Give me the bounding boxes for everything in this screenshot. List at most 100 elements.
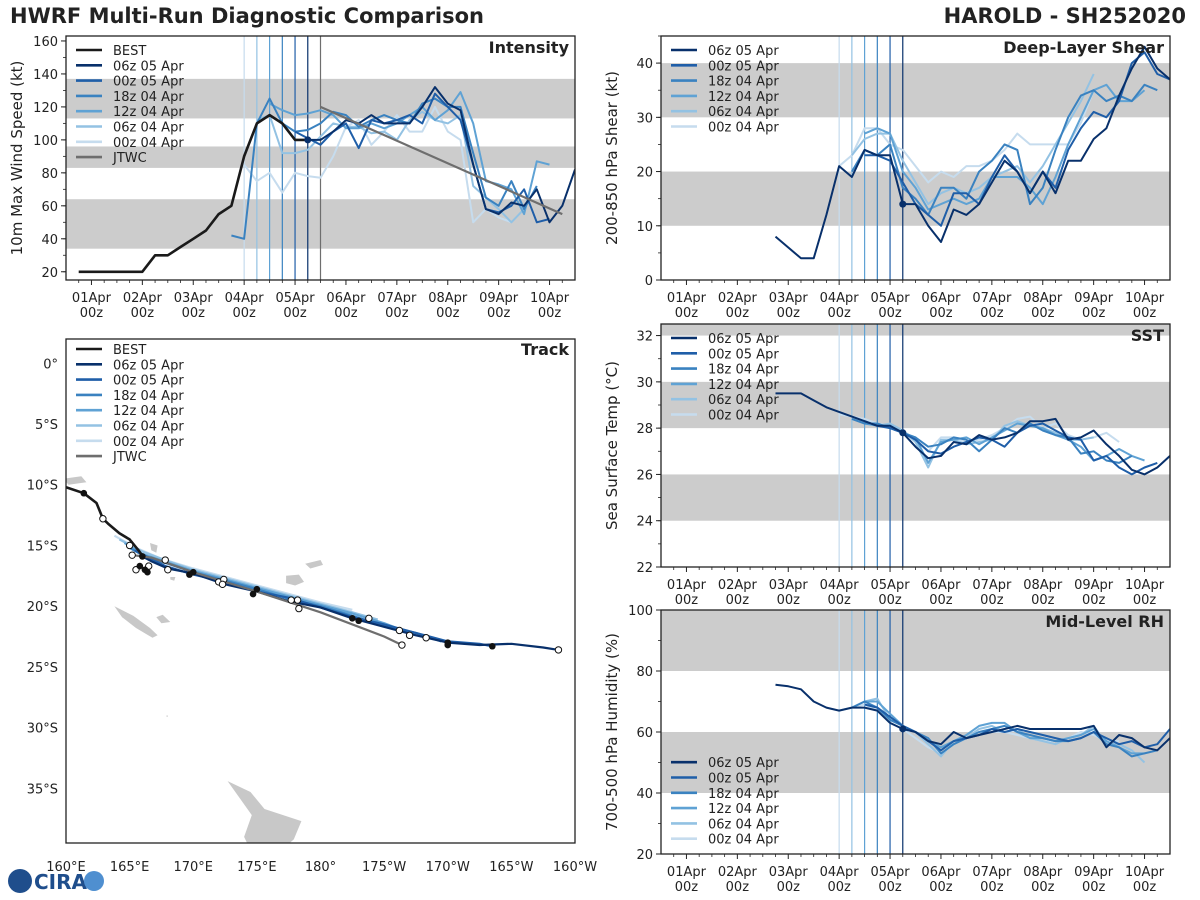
track-marker-open xyxy=(295,604,303,613)
x-tick-label: 07Apr xyxy=(972,291,1012,306)
series-line-18z-04-apr xyxy=(851,83,1158,216)
panel-title: Deep-Layer Shear xyxy=(1003,38,1164,57)
lat-tick-label: 20°S xyxy=(27,600,58,615)
lat-tick-label: 35°S xyxy=(27,782,58,797)
series-line-12z-04-apr xyxy=(864,83,1146,211)
x-tick-label: 07Apr xyxy=(972,865,1012,880)
x-tick-label: 02Apr xyxy=(718,578,758,593)
legend-label: 18z 04 Apr xyxy=(708,75,779,90)
track-marker-filled xyxy=(139,553,146,560)
series-line-best xyxy=(78,113,308,274)
legend-label: 00z 04 Apr xyxy=(708,409,779,424)
x-tick-label: 07Apr xyxy=(972,578,1012,593)
y-axis-label: 700-500 hPa Humidity (%) xyxy=(603,633,621,831)
series-line-00z-05-apr xyxy=(864,420,1158,476)
legend-label: JTWC xyxy=(112,151,147,166)
x-tick-label: 07Apr xyxy=(377,291,417,306)
y-tick-label: 20 xyxy=(41,266,58,281)
legend-label: 00z 05 Apr xyxy=(113,75,184,90)
rh-group: 2040608010001Apr00z02Apr00z03Apr00z04Apr… xyxy=(603,604,1171,895)
x-tick-label: 02Apr xyxy=(123,291,163,306)
y-tick-label: 20 xyxy=(636,166,653,181)
legend-label: 12z 04 Apr xyxy=(708,802,779,817)
track-marker-filled xyxy=(355,617,362,625)
legend-label: 12z 04 Apr xyxy=(708,90,779,105)
lat-tick-label: 30°S xyxy=(27,722,58,737)
track-marker-open xyxy=(218,580,227,589)
x-tick-label: 00z xyxy=(1031,306,1055,321)
x-tick-label: 00z xyxy=(675,306,699,321)
cira-logo: CIRA xyxy=(6,866,104,896)
y-tick-label: 22 xyxy=(636,561,653,576)
track-marker-open xyxy=(422,634,430,642)
y-tick-label: 60 xyxy=(41,200,58,215)
x-tick-label: 01Apr xyxy=(667,291,707,306)
init-point xyxy=(899,429,907,437)
x-tick-label: 00z xyxy=(1082,880,1106,895)
x-tick-label: 00z xyxy=(929,306,953,321)
lon-tick-label: 160°E xyxy=(46,860,86,875)
shaded-band-1 xyxy=(661,610,1170,671)
legend-label: 00z 05 Apr xyxy=(113,374,184,389)
shaded-band-0 xyxy=(661,732,1170,793)
y-tick-label: 32 xyxy=(636,330,653,345)
legend-label: 00z 05 Apr xyxy=(708,347,779,362)
x-tick-label: 00z xyxy=(929,880,953,895)
x-tick-label: 03Apr xyxy=(769,291,809,306)
x-tick-label: 08Apr xyxy=(428,291,468,306)
y-tick-label: 140 xyxy=(33,68,58,83)
sst-group: 22242628303201Apr00z02Apr00z03Apr00z04Ap… xyxy=(603,323,1171,608)
logo-text: CIRA xyxy=(34,870,88,894)
track-line-best xyxy=(66,485,145,559)
track-group: 160°E 165°E 170°E 175°E 180° 175°W 170°W 165°W 1… xyxy=(27,338,597,875)
y-tick-label: 26 xyxy=(636,468,653,483)
track-marker-open xyxy=(398,641,406,649)
y-tick-label: 10 xyxy=(636,220,653,235)
legend-label: 12z 04 Apr xyxy=(113,105,184,120)
x-tick-label: 00z xyxy=(878,593,902,608)
track-marker-open xyxy=(99,515,107,523)
legend-label: 06z 04 Apr xyxy=(708,393,779,408)
x-tick-label: 00z xyxy=(726,306,750,321)
y-axis-label: Sea Surface Temp (°C) xyxy=(603,361,621,530)
x-tick-label: 00z xyxy=(80,306,104,321)
x-tick-label: 00z xyxy=(726,880,750,895)
intensity-group: 2040608010012014016001Apr00z02Apr00z03Ap… xyxy=(8,35,576,321)
panel-title: Mid-Level RH xyxy=(1045,612,1164,631)
track-line-06z-05-apr xyxy=(141,555,559,651)
x-tick-label: 00z xyxy=(980,593,1004,608)
legend-label: 18z 04 Apr xyxy=(113,90,184,105)
x-tick-label: 00z xyxy=(1133,880,1157,895)
x-tick-label: 00z xyxy=(1133,306,1157,321)
x-tick-label: 00z xyxy=(1133,593,1157,608)
page-title: HWRF Multi-Run Diagnostic Comparison xyxy=(10,4,485,28)
x-tick-label: 09Apr xyxy=(1074,578,1114,593)
x-tick-label: 02Apr xyxy=(718,865,758,880)
x-tick-label: 00z xyxy=(487,306,511,321)
x-tick-label: 00z xyxy=(827,880,851,895)
track-marker-filled xyxy=(80,489,88,497)
lon-tick-label: 170°W xyxy=(426,860,470,875)
x-tick-label: 00z xyxy=(929,593,953,608)
shaded-band-0 xyxy=(661,474,1170,521)
x-tick-label: 03Apr xyxy=(769,578,809,593)
legend-label: JTWC xyxy=(112,450,147,465)
x-tick-label: 00z xyxy=(878,306,902,321)
x-tick-label: 04Apr xyxy=(820,578,860,593)
x-tick-label: 00z xyxy=(726,593,750,608)
x-tick-label: 10Apr xyxy=(530,291,570,306)
x-tick-label: 00z xyxy=(232,306,256,321)
x-tick-label: 00z xyxy=(1082,306,1106,321)
y-tick-label: 120 xyxy=(33,101,58,116)
shaded-band-1 xyxy=(661,381,1170,429)
y-tick-label: 80 xyxy=(636,665,653,680)
x-tick-label: 01Apr xyxy=(667,578,707,593)
x-tick-label: 00z xyxy=(980,880,1004,895)
legend-label: 06z 04 Apr xyxy=(113,420,184,435)
x-tick-label: 10Apr xyxy=(1125,291,1165,306)
track-marker-filled xyxy=(349,615,356,622)
land-loyalty-islands xyxy=(156,614,171,624)
y-axis-label: 10m Max Wind Speed (kt) xyxy=(8,61,26,256)
legend-label: 00z 04 Apr xyxy=(708,833,779,848)
track-marker-open xyxy=(293,596,302,604)
